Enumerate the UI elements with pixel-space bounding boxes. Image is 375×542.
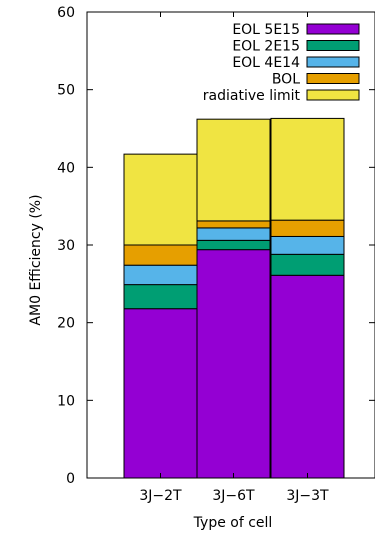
axes-layer: AM0 Efficiency (%) Type of cell [28, 11, 375, 531]
bars-layer [123, 117, 345, 479]
legend-swatch [306, 89, 360, 101]
bar-segment [123, 284, 198, 310]
legend-swatch [306, 73, 360, 84]
bar-segment [270, 274, 345, 479]
bar-segment [123, 153, 198, 246]
y-tick-label: 30 [57, 238, 75, 254]
bar-segment [196, 220, 271, 229]
bar-segment [196, 239, 271, 251]
legend-label: BOL [272, 72, 300, 88]
bar-segment [270, 235, 345, 255]
x-tick-label: 3J−2T [139, 488, 182, 504]
bar-segment [270, 117, 345, 221]
bar-segment [123, 244, 198, 266]
bar-segment [123, 308, 198, 479]
y-tick-label: 40 [57, 160, 75, 176]
bar-segment [196, 118, 271, 222]
bar-segment [196, 227, 271, 241]
legend-swatch [306, 23, 360, 35]
y-tick-label: 50 [57, 83, 75, 99]
y-tick-label: 0 [66, 471, 75, 487]
legend-label: EOL 4E14 [232, 55, 300, 71]
legend-label: EOL 5E15 [232, 22, 300, 38]
bar-segment [270, 219, 345, 237]
y-tick-label: 60 [57, 5, 75, 21]
bar-segment [196, 249, 271, 479]
legend-label: EOL 2E15 [232, 39, 300, 55]
y-axis-title: AM0 Efficiency (%) [28, 194, 44, 325]
y-tick-label: 20 [57, 316, 75, 332]
x-tick-label: 3J−6T [212, 488, 255, 504]
legend-label: radiative limit [203, 88, 301, 104]
x-tick-label: 3J−3T [286, 488, 329, 504]
ticks-layer: 3J−2T 3J−6T 3J−3T 0 10 20 30 40 50 60 [57, 5, 375, 504]
x-axis-title: Type of cell [193, 515, 273, 531]
legend-swatch [306, 40, 360, 51]
bar-segment [123, 264, 198, 286]
y-tick-label: 10 [57, 393, 75, 409]
legend-swatch [306, 56, 360, 68]
bar-segment [270, 253, 345, 276]
